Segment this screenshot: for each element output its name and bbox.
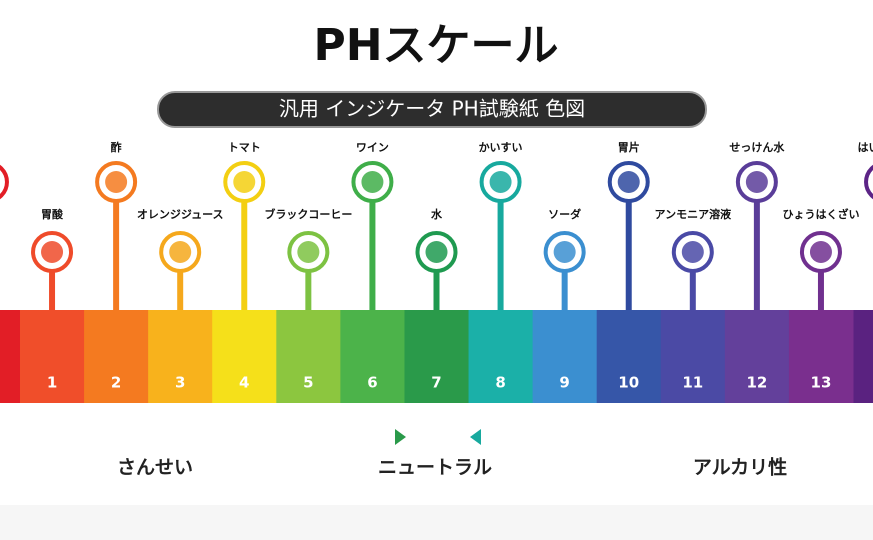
arrow-head	[470, 429, 481, 445]
icon	[617, 171, 640, 193]
item-label: 酢	[111, 140, 122, 154]
icon	[809, 241, 832, 263]
segment-number: 10	[618, 374, 639, 392]
scale-segment	[276, 310, 341, 403]
icon	[425, 241, 448, 263]
scale-segment	[404, 310, 470, 403]
scale-segment	[148, 310, 213, 403]
item-label: トマト	[228, 141, 261, 154]
scale-segment	[20, 310, 85, 403]
item-label: オレンジジュース	[137, 208, 224, 221]
subtitle: 汎用 インジケータ PH試験紙 色図	[279, 97, 585, 121]
scale-segment	[660, 310, 726, 403]
icon	[297, 241, 320, 263]
item-label: 胃片	[618, 140, 640, 154]
item-label: ひょうはくざい	[782, 207, 859, 221]
icon	[553, 241, 576, 263]
icon	[233, 171, 256, 193]
segment-number: 2	[111, 374, 121, 392]
item-label: アンモニア溶液	[655, 207, 733, 221]
segment-number: 6	[367, 374, 377, 392]
scale-segment	[468, 310, 534, 403]
icon	[105, 171, 128, 193]
segment-number: 5	[303, 374, 313, 392]
item-label: せっけん水	[729, 140, 785, 154]
segment-number: 1	[47, 374, 57, 392]
segment-number: 12	[746, 374, 767, 392]
item-label: かいすい	[479, 141, 523, 154]
icon	[169, 241, 192, 263]
edge-segment	[0, 310, 20, 403]
icon-ring	[0, 164, 9, 200]
segment-number: 11	[682, 374, 703, 392]
item-label: 胃酸	[41, 207, 64, 221]
segment-number: 13	[811, 374, 832, 392]
footer-band	[0, 505, 873, 540]
scale-segment	[84, 310, 149, 403]
alkaline-label: アルカリ性	[693, 456, 787, 479]
segment-number: 8	[495, 374, 505, 392]
icon	[489, 171, 512, 193]
scale-segment	[724, 310, 790, 403]
edge-segment	[853, 310, 873, 403]
icon	[41, 241, 64, 263]
segment-number: 4	[239, 374, 249, 392]
item-label: 水	[431, 207, 443, 221]
acid-label: さんせい	[117, 457, 193, 479]
segment-number: 9	[559, 374, 569, 392]
arrow-head	[395, 429, 406, 445]
icon	[361, 171, 384, 193]
icon	[745, 171, 768, 193]
title: PHスケール	[313, 20, 558, 71]
item-label: はいすいク	[858, 141, 873, 154]
item-label: ブラックコーヒー	[264, 207, 352, 221]
icon-ring	[864, 164, 873, 200]
scale-segment	[788, 310, 854, 403]
icon	[681, 241, 704, 263]
scale-segment	[532, 310, 598, 403]
segment-number: 7	[431, 374, 441, 392]
subtitle-pill	[157, 91, 707, 128]
segment-number: 3	[175, 374, 185, 392]
scale-segment	[212, 310, 277, 403]
item-label: ソーダ	[548, 207, 581, 221]
scale-segment	[340, 310, 405, 403]
item-label: ワイン	[356, 141, 389, 154]
scale-segment	[596, 310, 662, 403]
neutral-label: ニュートラル	[378, 457, 492, 479]
